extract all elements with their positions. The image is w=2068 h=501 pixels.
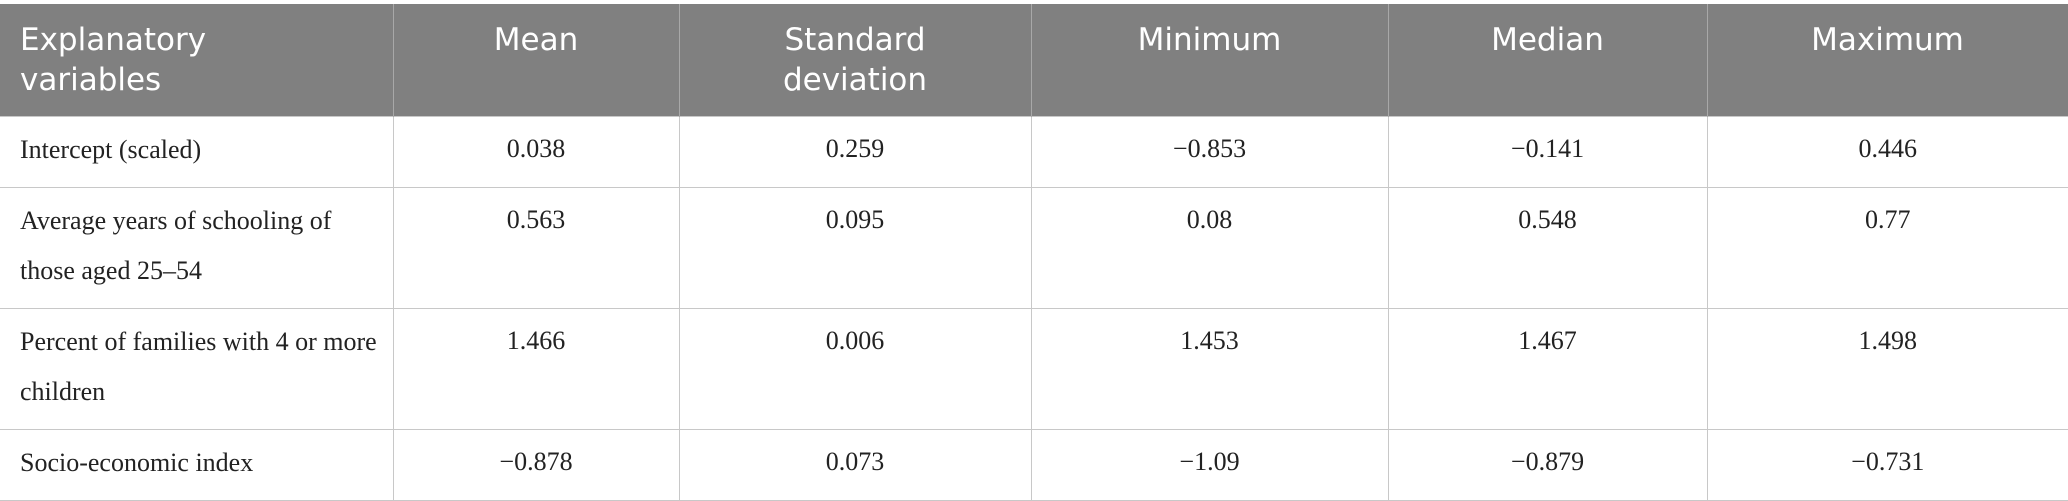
header-cell: Median [1388, 4, 1708, 116]
header-cell: Standard deviation [679, 4, 1032, 116]
cell-value: 0.006 [678, 307, 1032, 430]
cell-value: 1.466 [392, 307, 680, 430]
cell-value: 0.08 [1030, 186, 1389, 309]
cell-value: 1.467 [1387, 307, 1708, 430]
cell-value: 1.453 [1030, 307, 1389, 430]
cell-value: −0.853 [1030, 115, 1389, 188]
cell-value: 0.446 [1706, 115, 2068, 188]
table-body: Intercept (scaled) 0.038 0.259 −0.853 −0.141… [0, 115, 2068, 501]
row-label: Percent of families with 4 or more child… [0, 307, 394, 430]
table-row: Socio-economic index −0.878 0.073 −1.09 −0.8… [0, 428, 2068, 501]
header-row: Explanatory variables Mean Standard deviat… [0, 4, 2068, 116]
header-cell: Mean [393, 4, 680, 116]
row-label: Intercept (scaled) [0, 115, 394, 188]
row-label: Socio-economic index [0, 428, 394, 501]
cell-value: −0.141 [1387, 115, 1708, 188]
cell-value: 0.095 [678, 186, 1032, 309]
cell-value: 0.548 [1387, 186, 1708, 309]
table-row: Intercept (scaled) 0.038 0.259 −0.853 −0.141… [0, 115, 2068, 188]
header-text: Mean [493, 22, 579, 58]
header-text: Median [1491, 22, 1604, 58]
cell-value: 0.038 [392, 115, 680, 188]
cell-value: −0.879 [1387, 428, 1708, 501]
table-row: Average years of schooling of those aged… [0, 186, 2068, 309]
cell-value: 0.259 [678, 115, 1032, 188]
cell-value: 0.77 [1706, 186, 2068, 309]
table-row: Percent of families with 4 or more child… [0, 307, 2068, 430]
header-cell: Minimum [1031, 4, 1389, 116]
header-text: Standard deviation [782, 22, 928, 98]
cell-value: 1.498 [1706, 307, 2068, 430]
cell-value: −1.09 [1030, 428, 1389, 501]
header-text: Minimum [1137, 22, 1282, 58]
header-text: Maximum [1811, 22, 1964, 58]
data-table: Explanatory variables Mean Standard deviat… [0, 4, 2068, 501]
header-cell: Explanatory variables [0, 4, 394, 116]
cell-value: −0.731 [1706, 428, 2068, 501]
page: {"table": { "header": ["Explanatory vari… [0, 4, 2068, 501]
header-text: Explanatory variables [20, 22, 207, 98]
cell-value: 0.563 [392, 186, 680, 309]
header-cell: Maximum [1707, 4, 2068, 116]
cell-value: −0.878 [392, 428, 680, 501]
cell-value: 0.073 [678, 428, 1032, 501]
table-header: Explanatory variables Mean Standard deviat… [0, 4, 2068, 116]
row-label: Average years of schooling of those aged… [0, 186, 394, 309]
